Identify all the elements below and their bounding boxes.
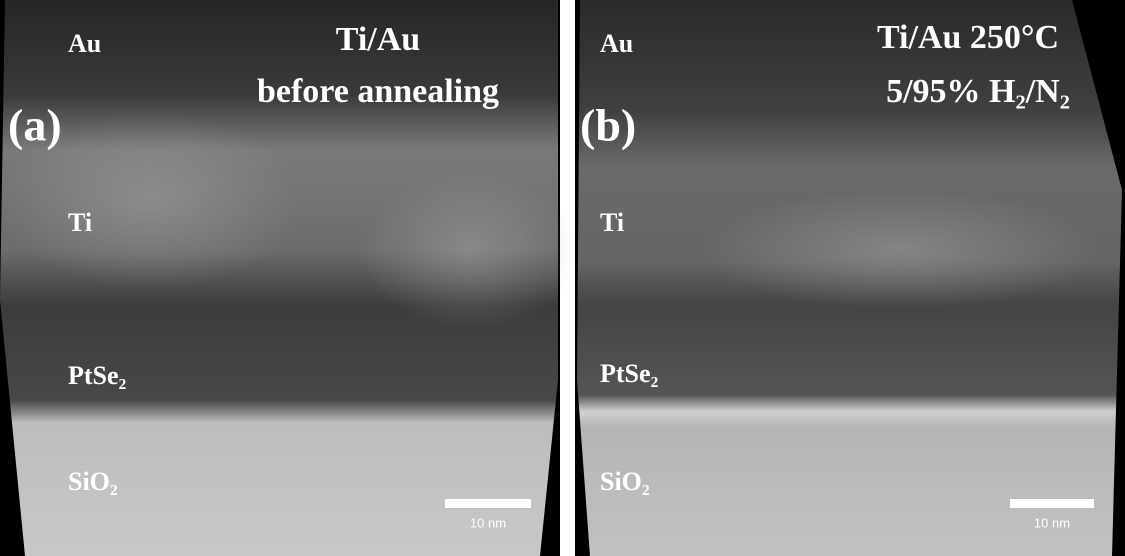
figure: (a) Ti/Au before annealing Au Ti PtSe₂ S… [0, 0, 1125, 556]
panel-title: before annealing [257, 73, 499, 110]
panel-title: Ti/Au 250°C [877, 19, 1059, 56]
layer-label: SiO₂ [68, 467, 118, 496]
panel-label: (b) [580, 100, 636, 151]
layer-label: SiO₂ [600, 467, 650, 496]
layer-label: Ti [68, 208, 92, 237]
scale-bar [1010, 499, 1094, 508]
layer-label: PtSe₂ [68, 361, 127, 390]
layer-label: Au [68, 29, 101, 58]
panel-label: (a) [8, 100, 62, 151]
panel-title: 5/95% H₂/N₂ [886, 73, 1070, 110]
layer-label: Au [600, 29, 633, 58]
layer-label: PtSe₂ [600, 359, 659, 388]
scale-bar [445, 499, 531, 508]
panel-b: (b) Ti/Au 250°C 5/95% H₂/N₂ Au Ti PtSe₂ … [575, 0, 1125, 556]
scale-bar-label: 10 nm [1034, 515, 1070, 530]
layer-label: Ti [600, 208, 624, 237]
panel-title: Ti/Au [336, 21, 420, 58]
scale-bar-label: 10 nm [470, 515, 506, 530]
panel-a: (a) Ti/Au before annealing Au Ti PtSe₂ S… [0, 0, 580, 556]
highlight [360, 170, 580, 330]
highlight [700, 190, 1100, 310]
